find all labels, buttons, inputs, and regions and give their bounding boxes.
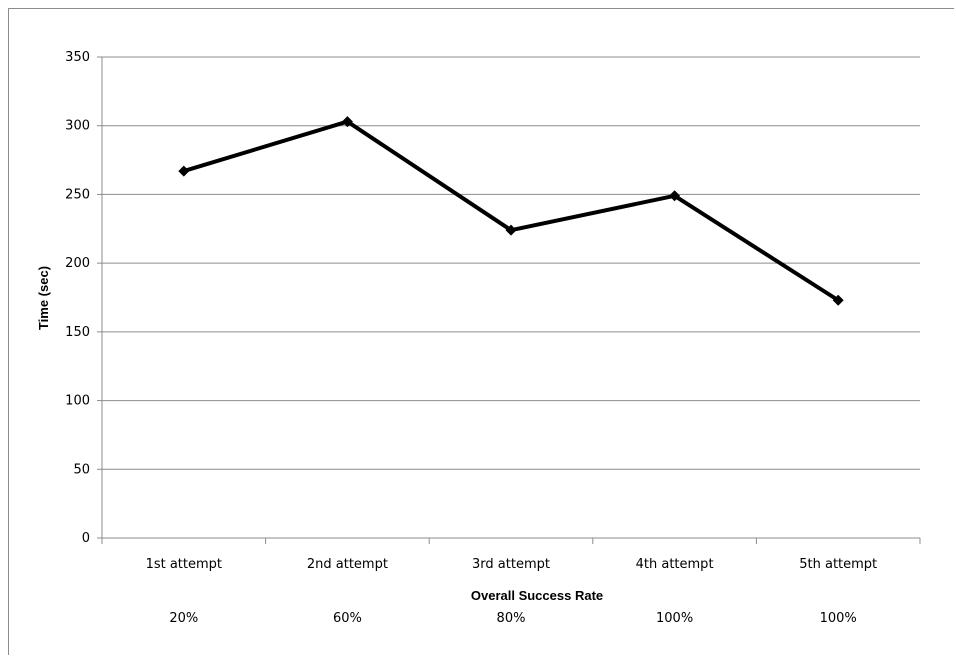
data-point-marker [341,116,353,128]
data-point-marker [178,165,190,177]
y-tick-label: 200 [65,256,90,271]
x-axis-ticks: 1st attempt 2nd attempt 3rd attempt 4th att… [101,538,921,572]
success-rate-label: 60% [333,611,362,626]
y-tick-label: 100 [65,394,90,409]
x-axis-title: Overall Success Rate [471,588,603,603]
chart-frame [8,8,954,655]
y-tick-label: 0 [82,531,90,546]
data-point-marker [669,190,681,202]
x-tick-label: 1st attempt [146,557,222,572]
y-axis-ticks: 0 50 100 150 200 250 300 350 [65,50,102,546]
data-point-marker [505,224,517,236]
gridlines [101,56,920,539]
success-rate-label: 100% [656,611,693,626]
x-tick-label: 3rd attempt [472,557,550,572]
x-tick-label: 2nd attempt [307,557,388,572]
y-tick-label: 350 [65,50,90,65]
x-tick-label: 4th attempt [636,557,714,572]
y-tick-label: 250 [65,187,90,202]
y-tick-label: 300 [65,119,90,134]
y-tick-label: 150 [65,325,90,340]
y-axis-title: Time (sec) [36,266,51,330]
success-rate-label: 100% [820,611,857,626]
series-line-path [183,119,840,302]
x-tick-label: 5th attempt [799,557,877,572]
success-rate-labels: 20% 60% 80% 100% 100% [169,611,856,626]
series-line [178,116,844,306]
y-tick-label: 50 [73,462,90,477]
success-rate-label: 20% [169,611,198,626]
data-point-marker [832,294,844,306]
success-rate-label: 80% [497,611,526,626]
